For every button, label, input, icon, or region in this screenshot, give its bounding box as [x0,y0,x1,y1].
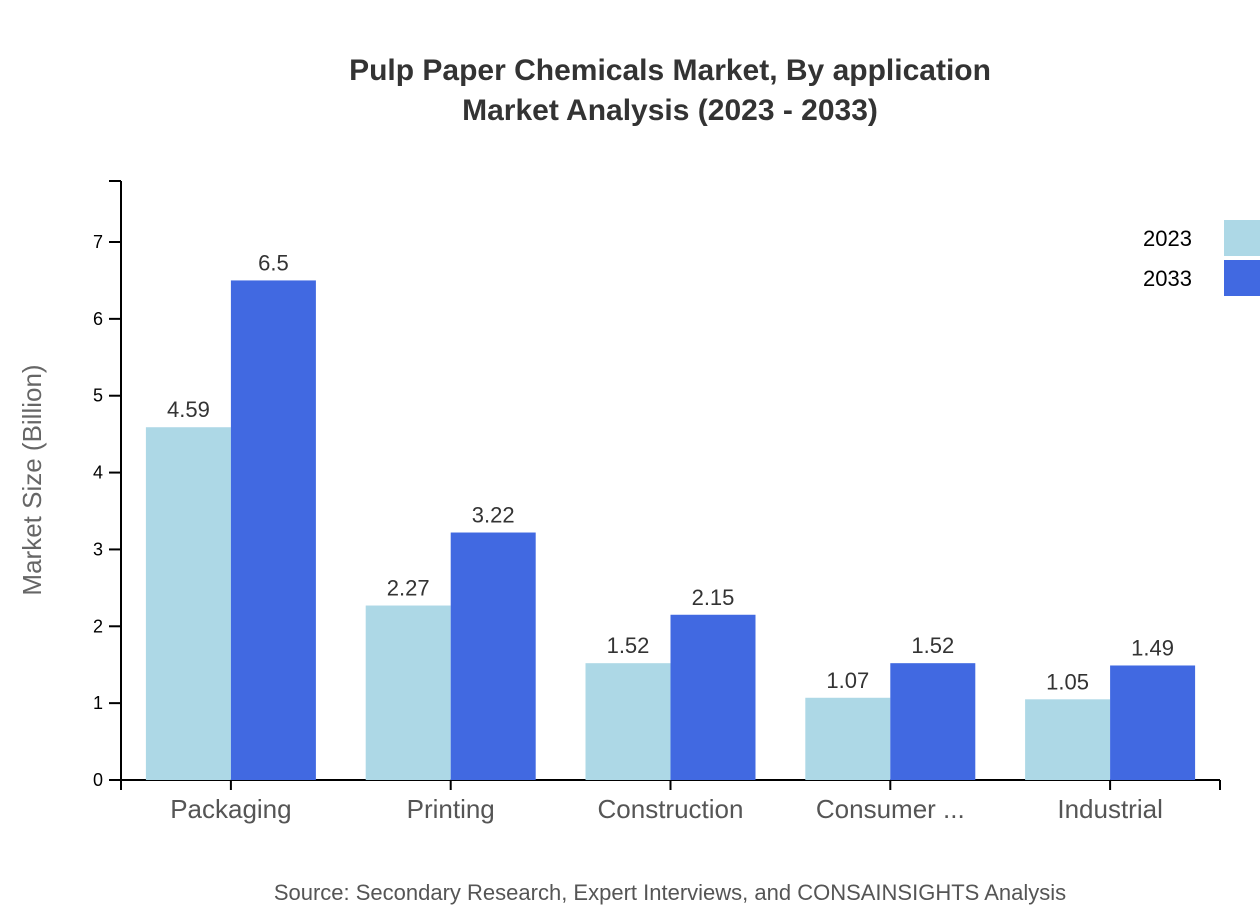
bars: 4.59 6.5 2.27 3.22 1.52 2.15 1.07 1.52 1.05 1.49 [145,250,1196,780]
bar-value-label: 6.5 [258,250,289,275]
bar-2033[interactable] [450,532,536,780]
y-tick-label: 0 [93,770,103,790]
chart-title: Pulp Paper Chemicals Market, By applicat… [349,54,991,87]
y-tick-label: 7 [93,232,103,252]
bar-value-label: 1.52 [607,633,650,658]
y-tick-label: 6 [93,309,103,329]
x-tick-label: Construction [598,794,744,824]
y-axis-title: Market Size (Billion) [17,364,47,595]
legend-label: 2023 [1143,226,1192,251]
x-axis: Packaging Printing Construction Consumer ..… [120,779,1221,824]
legend-swatch[interactable] [1224,220,1260,256]
source-note: Source: Secondary Research, Expert Inter… [274,880,1066,905]
bar-value-label: 1.07 [826,668,869,693]
y-tick-label: 1 [93,693,103,713]
bar-2023[interactable] [1025,699,1111,780]
bar-2033[interactable] [890,663,976,780]
chart-subtitle: Market Analysis (2023 - 2033) [462,94,878,127]
legend-swatch[interactable] [1224,260,1260,296]
y-tick-label: 4 [93,463,103,483]
bar-2033[interactable] [230,280,316,780]
bar-value-label: 1.49 [1131,635,1174,660]
x-tick-label: Printing [407,794,495,824]
y-axis: 0 1 2 3 4 5 6 7 [93,180,122,790]
bar-2033[interactable] [670,614,756,780]
bar-2023[interactable] [805,697,891,780]
bar-value-label: 1.05 [1046,669,1089,694]
bar-value-label: 3.22 [472,503,515,528]
legend-label: 2033 [1143,266,1192,291]
legend: 2023 2033 [1143,220,1260,296]
y-tick-label: 5 [93,386,103,406]
y-tick-label: 3 [93,539,103,559]
bar-value-label: 4.59 [167,397,210,422]
bar-2033[interactable] [1110,665,1196,780]
x-tick-label: Industrial [1057,794,1163,824]
bar-2023[interactable] [585,663,671,780]
bar-2023[interactable] [365,605,451,780]
bar-value-label: 1.52 [911,633,954,658]
x-tick-label: Packaging [170,794,291,824]
y-tick-label: 2 [93,616,103,636]
x-tick-label: Consumer ... [816,794,965,824]
bar-2023[interactable] [145,427,231,780]
bar-value-label: 2.15 [692,585,735,610]
bar-value-label: 2.27 [387,576,430,601]
